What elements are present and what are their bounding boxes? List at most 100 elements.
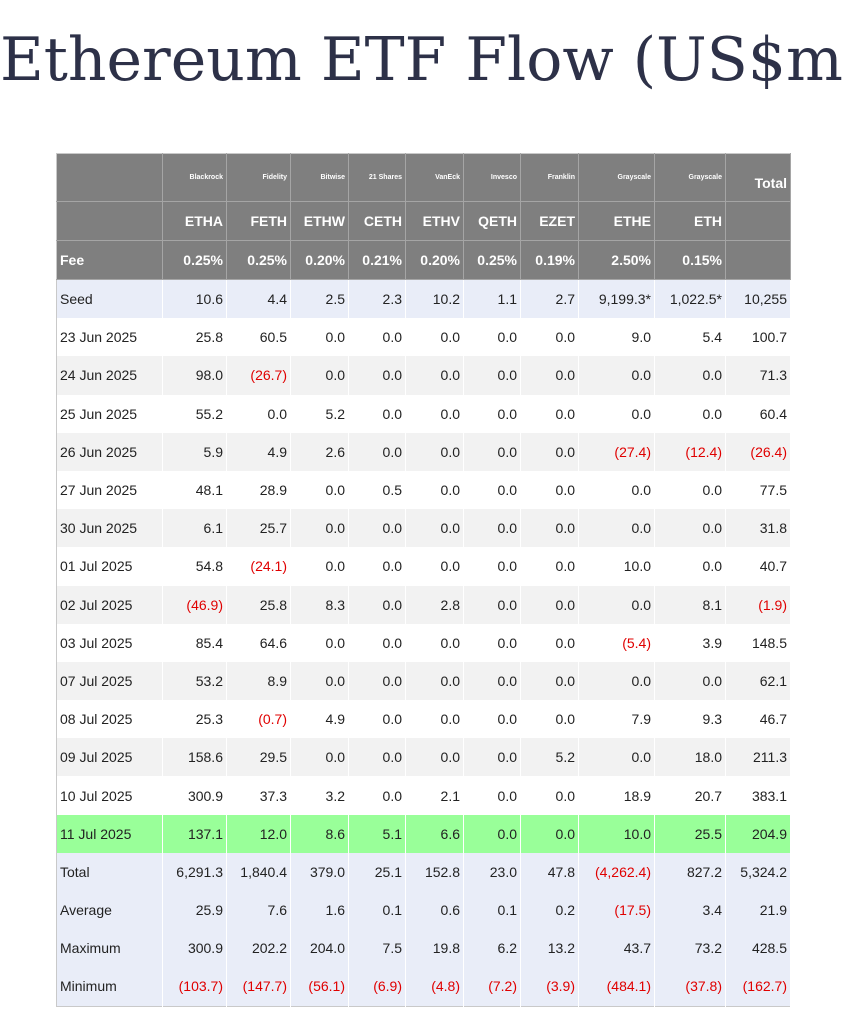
- flow-cell: 0.0: [520, 585, 579, 624]
- row-label: 30 Jun 2025: [56, 509, 163, 548]
- flow-table-body: Seed 10.6 4.4 2.5 2.3 10.2 1.1 2.7 9,199.3* 1,022…: [56, 279, 791, 1007]
- table-row: 30 Jun 2025 6.1 25.7 0.0 0.0 0.0 0.0 0.0 0.0 0.0 3…: [56, 509, 791, 548]
- flow-cell: 0.0: [348, 394, 406, 433]
- flow-cell: 29.5: [226, 738, 291, 777]
- table-row: Total 6,291.3 1,840.4 379.0 25.1 152.8 23.0 47.…: [56, 852, 791, 891]
- flow-cell: 0.0: [290, 509, 349, 548]
- flow-cell: 0.0: [463, 470, 521, 510]
- flow-cell: 0.0: [463, 738, 521, 777]
- flow-cell: 4.9: [290, 700, 349, 739]
- row-total-cell: 62.1: [725, 661, 791, 701]
- flow-cell: 152.8: [405, 852, 464, 891]
- flow-cell: 8.6: [290, 814, 349, 853]
- flow-cell: 2.1: [405, 776, 464, 815]
- row-total-cell: 100.7: [725, 318, 791, 357]
- flow-cell: 12.0: [226, 814, 291, 853]
- flow-cell: 73.2: [654, 929, 726, 968]
- flow-cell: 2.8: [405, 585, 464, 624]
- flow-cell: 6.6: [405, 814, 464, 853]
- issuer-header: 21 Shares: [348, 153, 406, 202]
- flow-cell: 0.0: [520, 432, 579, 471]
- flow-cell: 25.3: [162, 700, 227, 739]
- flow-cell: 0.0: [578, 394, 655, 433]
- flow-cell: 9.0: [578, 318, 655, 357]
- flow-cell: 0.0: [348, 547, 406, 586]
- flow-cell: 4.9: [226, 432, 291, 471]
- flow-cell: 2.6: [290, 432, 349, 471]
- flow-cell: 0.5: [348, 470, 406, 510]
- flow-cell: 48.1: [162, 470, 227, 510]
- page-title: Ethereum ETF Flow (US$m): [0, 25, 843, 95]
- flow-cell: (7.2): [463, 967, 521, 1007]
- table-row: 10 Jul 2025 300.9 37.3 3.2 0.0 2.1 0.0 0.0 18.9 2…: [56, 776, 791, 815]
- flow-cell: 827.2: [654, 852, 726, 891]
- flow-cell: 0.0: [290, 547, 349, 586]
- row-total-cell: 204.9: [725, 814, 791, 853]
- flow-cell: 0.0: [290, 661, 349, 701]
- flow-cell: 2.7: [520, 279, 579, 319]
- flow-cell: 25.5: [654, 814, 726, 853]
- ticker-header: EZET: [520, 201, 579, 241]
- flow-cell: 54.8: [162, 547, 227, 586]
- flow-cell: 0.0: [290, 318, 349, 357]
- flow-cell: 0.0: [520, 356, 579, 395]
- row-total-cell: (162.7): [725, 967, 791, 1007]
- flow-cell: 0.0: [520, 318, 579, 357]
- flow-cell: 0.0: [348, 738, 406, 777]
- table-row-highlighted: 11 Jul 2025 137.1 12.0 8.6 5.1 6.6 0.0 0.0 10.0 2…: [56, 814, 791, 853]
- table-row: 24 Jun 2025 98.0 (26.7) 0.0 0.0 0.0 0.0 0.0 0.0 0…: [56, 356, 791, 395]
- flow-cell: 47.8: [520, 852, 579, 891]
- flow-cell: 0.0: [463, 814, 521, 853]
- flow-cell: 7.5: [348, 929, 406, 968]
- empty-header-cell: [725, 240, 791, 280]
- flow-cell: 0.1: [463, 891, 521, 930]
- row-label: 09 Jul 2025: [56, 738, 163, 777]
- row-total-cell: 31.8: [725, 509, 791, 548]
- row-label: 01 Jul 2025: [56, 547, 163, 586]
- ticker-header: ETH: [654, 201, 726, 241]
- flow-cell: 0.0: [520, 509, 579, 548]
- flow-cell: 0.0: [654, 547, 726, 586]
- flow-cell: 5.4: [654, 318, 726, 357]
- row-label: 07 Jul 2025: [56, 661, 163, 701]
- flow-cell: 10.6: [162, 279, 227, 319]
- flow-cell: (56.1): [290, 967, 349, 1007]
- flow-cell: 20.7: [654, 776, 726, 815]
- row-label: Minimum: [56, 967, 163, 1007]
- flow-cell: 0.0: [290, 623, 349, 662]
- table-row: 25 Jun 2025 55.2 0.0 5.2 0.0 0.0 0.0 0.0 0.0 0.0 6…: [56, 394, 791, 433]
- corner-cell: [56, 201, 163, 241]
- flow-cell: 0.0: [520, 394, 579, 433]
- flow-cell: 2.5: [290, 279, 349, 319]
- flow-cell: 0.0: [654, 394, 726, 433]
- flow-cell: 5.2: [520, 738, 579, 777]
- fee-value: 0.25%: [226, 240, 291, 280]
- ticker-header: FETH: [226, 201, 291, 241]
- flow-cell: 0.0: [463, 661, 521, 701]
- flow-cell: 0.0: [578, 738, 655, 777]
- issuer-header: Bitwise: [290, 153, 349, 202]
- issuer-header: Franklin: [520, 153, 579, 202]
- flow-cell: 158.6: [162, 738, 227, 777]
- flow-cell: (46.9): [162, 585, 227, 624]
- flow-cell: (484.1): [578, 967, 655, 1007]
- flow-cell: 0.0: [578, 470, 655, 510]
- flow-cell: 0.0: [578, 509, 655, 548]
- flow-cell: 0.0: [463, 509, 521, 548]
- issuer-header: Grayscale: [578, 153, 655, 202]
- flow-cell: 0.0: [405, 547, 464, 586]
- flow-cell: (103.7): [162, 967, 227, 1007]
- flow-cell: 0.0: [463, 394, 521, 433]
- flow-cell: 0.0: [405, 623, 464, 662]
- row-total-cell: 211.3: [725, 738, 791, 777]
- flow-cell: 7.9: [578, 700, 655, 739]
- issuer-header: Invesco: [463, 153, 521, 202]
- fee-value: 0.25%: [162, 240, 227, 280]
- table-row: 03 Jul 2025 85.4 64.6 0.0 0.0 0.0 0.0 0.0 (5.4) 3…: [56, 623, 791, 662]
- flow-cell: 0.0: [520, 776, 579, 815]
- flow-cell: (12.4): [654, 432, 726, 471]
- flow-cell: 43.7: [578, 929, 655, 968]
- flow-cell: 0.0: [520, 661, 579, 701]
- fee-value: 2.50%: [578, 240, 655, 280]
- row-total-cell: 60.4: [725, 394, 791, 433]
